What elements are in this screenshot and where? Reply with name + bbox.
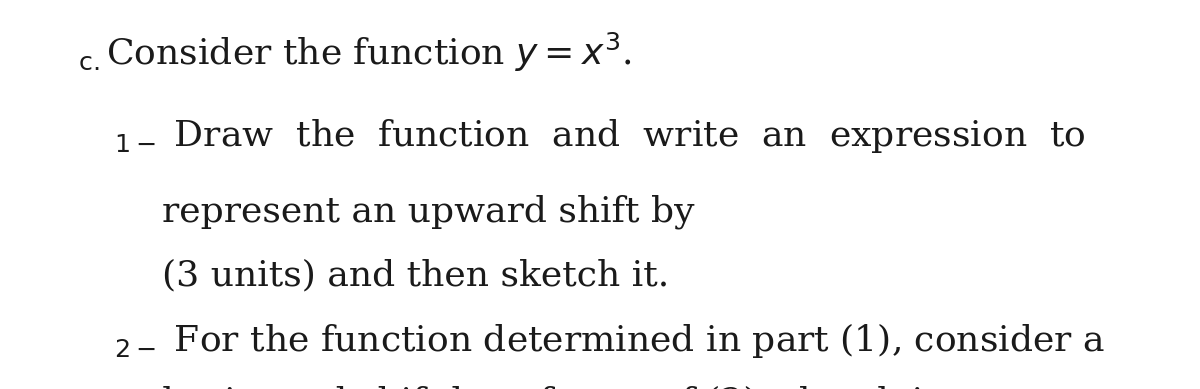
Text: $_\mathrm{1-}$ Draw  the  function  and  write  an  expression  to: $_\mathrm{1-}$ Draw the function and wri…: [114, 117, 1086, 155]
Text: (3 units) and then sketch it.: (3 units) and then sketch it.: [162, 259, 670, 293]
Text: horizontal shift by a factor of (2), sketch it.: horizontal shift by a factor of (2), ske…: [162, 385, 949, 389]
Text: $_\mathrm{c.}$Consider the function $\mathit{y}=x^{3}$.: $_\mathrm{c.}$Consider the function $\ma…: [78, 31, 631, 74]
Text: represent an upward shift by: represent an upward shift by: [162, 194, 695, 229]
Text: $_\mathrm{2-}$ For the function determined in part (1), consider a: $_\mathrm{2-}$ For the function determin…: [114, 321, 1105, 360]
